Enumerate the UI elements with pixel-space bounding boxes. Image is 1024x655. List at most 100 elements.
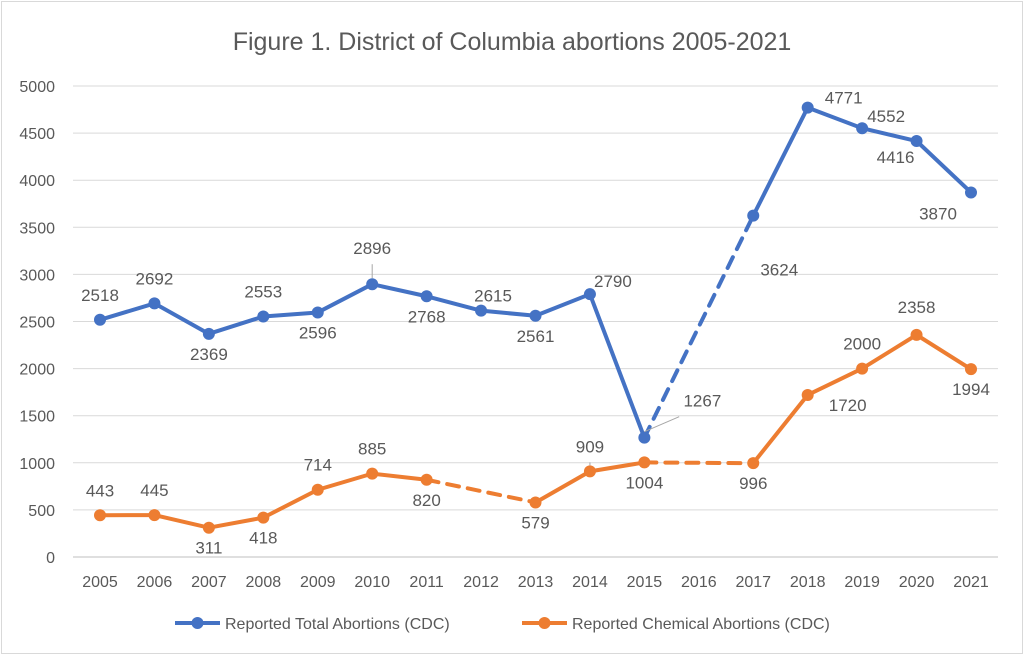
line-segment [370,282,429,299]
data-label: 1004 [625,473,663,492]
line-segment [914,332,973,372]
line-segment [315,282,375,315]
data-point [801,388,814,401]
y-tick-label: 3500 [19,220,55,237]
line-segment [805,366,865,397]
x-tick-label: 2009 [300,574,336,591]
data-point [366,467,379,480]
data-point [420,473,433,486]
y-tick-label: 4500 [19,126,55,143]
y-tick-label: 1000 [19,456,55,473]
data-point [529,309,542,322]
data-point [311,483,324,496]
data-point [475,304,488,317]
line-segment [261,310,320,319]
x-tick-label: 2018 [790,574,826,591]
data-label: 311 [195,539,222,558]
legend-marker [538,617,551,629]
data-point [965,186,977,199]
label-leader-line [644,416,680,433]
data-label: 2615 [474,287,512,306]
legend-marker [191,617,204,629]
x-tick-label: 2021 [953,574,989,591]
line-segment [261,487,320,520]
x-tick-label: 2006 [137,574,173,591]
line-segment [152,513,211,530]
x-tick-label: 2016 [681,574,717,591]
y-tick-label: 2000 [19,362,55,379]
data-label: 1994 [952,380,990,399]
data-point [747,457,760,470]
dashed-line-segment [642,213,756,440]
line-segment [206,515,266,530]
data-point [801,101,814,114]
line-segment [751,105,810,218]
data-point [638,456,651,469]
data-label: 2358 [898,298,936,317]
line-segment [860,332,919,371]
data-point [965,363,977,376]
line-segment [479,308,538,318]
data-label: 2596 [299,323,337,342]
line-segment [587,292,647,440]
data-label: 3870 [919,204,957,223]
data-point [529,496,542,509]
line-segment [424,294,484,313]
data-point [257,310,270,323]
data-point [583,465,596,478]
data-point [856,122,869,135]
data-label: 4552 [867,107,905,126]
data-point [202,521,215,534]
line-segment [860,126,919,144]
data-label: 2561 [517,327,555,346]
x-tick-label: 2011 [409,574,444,591]
dashed-line-segment [424,477,538,505]
legend-label: Reported Chemical Abortions (CDC) [572,616,830,633]
data-label: 820 [412,491,440,510]
data-point [638,431,651,444]
line-segment [206,314,266,336]
data-label: 2000 [843,335,881,354]
x-tick-label: 2017 [735,574,771,591]
x-tick-label: 2020 [899,574,935,591]
data-point [202,327,215,340]
y-tick-label: 1500 [19,409,55,426]
data-label: 2518 [81,286,119,305]
y-tick-label: 5000 [19,79,55,96]
y-tick-label: 500 [28,503,55,520]
data-point [910,135,923,148]
data-point [148,297,161,310]
data-label: 4771 [825,89,863,108]
y-tick-label: 3000 [19,267,55,284]
line-segment [315,471,375,492]
x-tick-label: 2015 [627,574,663,591]
y-tick-label: 2500 [19,315,55,332]
line-segment [587,460,647,474]
line-segment [805,105,865,131]
line-segment [914,139,973,195]
legend-label: Reported Total Abortions (CDC) [225,616,450,633]
data-point [583,288,596,301]
line-segment [98,301,157,322]
data-point [420,290,433,303]
chart-title: Figure 1. District of Columbia abortions… [233,28,792,56]
data-label: 714 [304,456,332,475]
line-segment [533,292,592,318]
data-label: 2768 [408,307,446,326]
x-tick-label: 2007 [191,574,227,591]
data-point [910,328,923,341]
data-label: 3624 [760,261,798,280]
data-label: 885 [358,440,386,459]
data-point [366,278,379,291]
data-label: 443 [86,481,114,500]
data-point [94,509,106,522]
x-tick-label: 2010 [354,574,390,591]
data-label: 1267 [683,392,721,411]
data-label: 2896 [353,239,391,258]
data-label: 2369 [190,345,228,364]
y-tick-label: 0 [46,550,55,567]
x-tick-label: 2013 [518,574,554,591]
data-label: 418 [249,529,277,548]
data-point [148,509,161,522]
